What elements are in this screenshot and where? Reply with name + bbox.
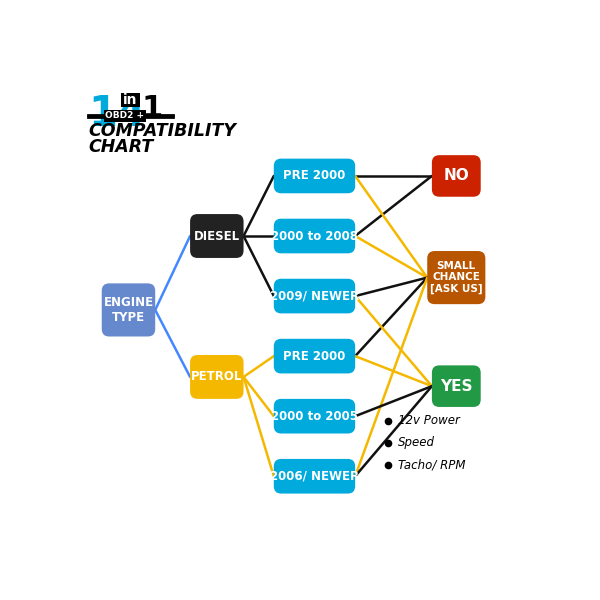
Text: COMPATIBILITY: COMPATIBILITY — [88, 122, 236, 140]
FancyBboxPatch shape — [274, 339, 355, 373]
FancyBboxPatch shape — [190, 214, 244, 258]
FancyBboxPatch shape — [274, 399, 355, 434]
FancyBboxPatch shape — [274, 279, 355, 313]
FancyBboxPatch shape — [274, 459, 355, 494]
Text: Speed: Speed — [398, 436, 435, 449]
Text: PRE 2000: PRE 2000 — [283, 169, 346, 182]
FancyBboxPatch shape — [274, 158, 355, 193]
Text: 2006/ NEWER: 2006/ NEWER — [270, 470, 359, 483]
FancyBboxPatch shape — [121, 93, 140, 107]
Text: NO: NO — [443, 169, 469, 184]
Text: 2000 to 2005: 2000 to 2005 — [271, 410, 358, 422]
FancyBboxPatch shape — [432, 155, 481, 197]
FancyBboxPatch shape — [427, 251, 485, 304]
Text: in: in — [123, 93, 137, 107]
Text: DIESEL: DIESEL — [194, 230, 240, 242]
FancyBboxPatch shape — [190, 355, 244, 399]
FancyBboxPatch shape — [274, 218, 355, 253]
Text: PRE 2000: PRE 2000 — [283, 350, 346, 362]
FancyBboxPatch shape — [432, 365, 481, 407]
Text: CHART: CHART — [88, 137, 153, 155]
Text: Tacho/ RPM: Tacho/ RPM — [398, 458, 466, 472]
Text: 1: 1 — [142, 94, 163, 123]
Text: 14: 14 — [88, 93, 146, 135]
Text: 12v Power: 12v Power — [398, 415, 460, 427]
Text: OBD2 +: OBD2 + — [105, 112, 145, 121]
Text: SMALL
CHANCE
[ASK US]: SMALL CHANCE [ASK US] — [430, 261, 482, 295]
Text: PETROL: PETROL — [191, 370, 242, 383]
FancyBboxPatch shape — [102, 283, 155, 337]
Text: ENGINE
TYPE: ENGINE TYPE — [103, 296, 154, 324]
Text: 2009/ NEWER: 2009/ NEWER — [270, 290, 359, 302]
Text: YES: YES — [440, 379, 473, 394]
Text: 2000 to 2008: 2000 to 2008 — [271, 230, 358, 242]
